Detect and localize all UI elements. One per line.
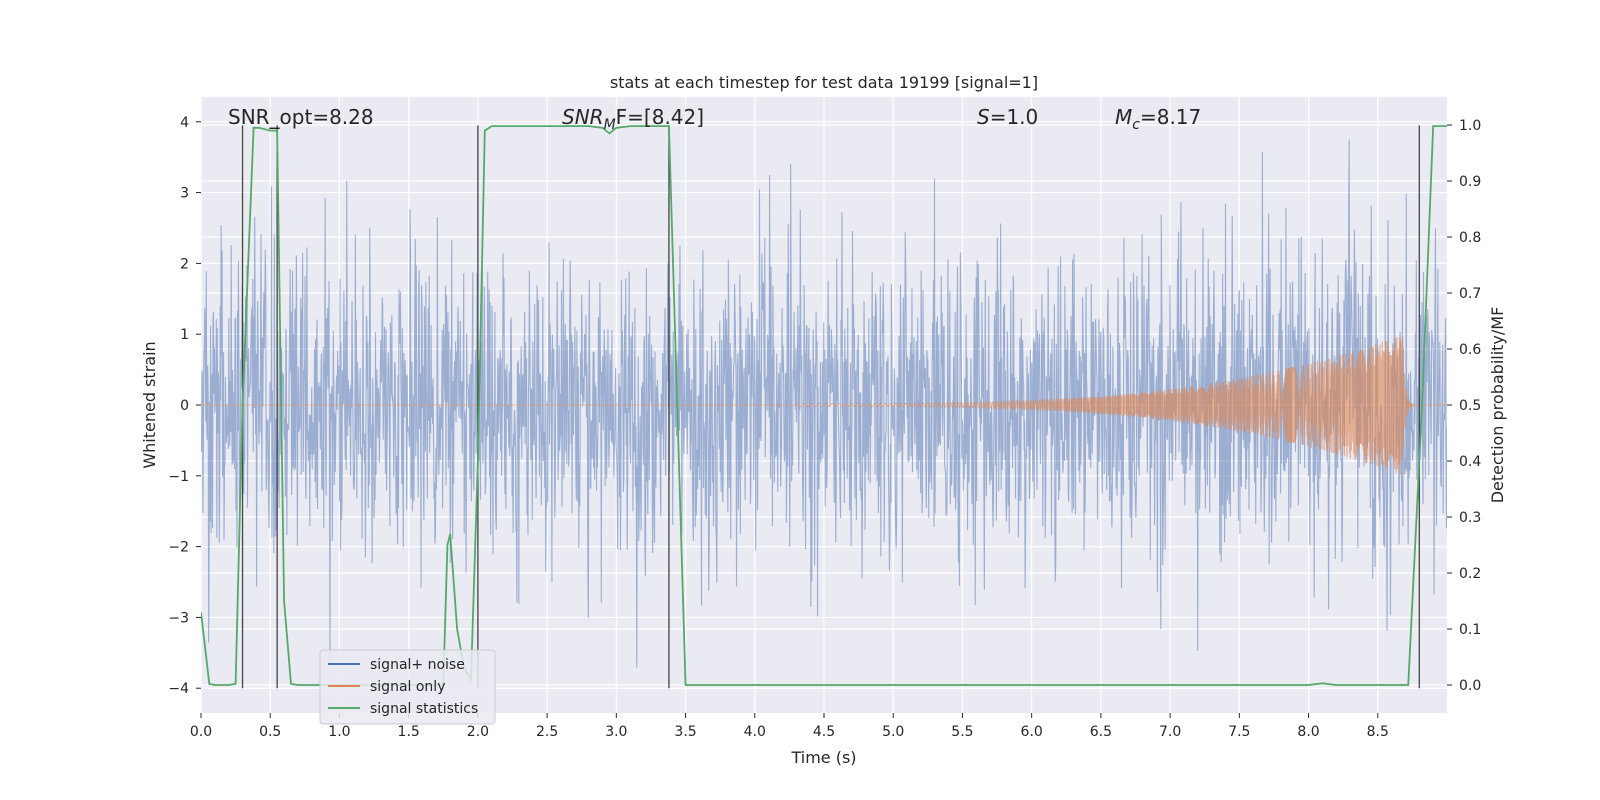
legend-label-signal-plus-noise: signal+ noise [370, 657, 465, 673]
legend-label-signal-only: signal only [370, 679, 445, 695]
x-tick-label: 1.5 [398, 724, 420, 740]
x-tick-label: 2.0 [467, 724, 489, 740]
y-tick-label: −2 [168, 540, 189, 556]
y2-tick-label: 0.9 [1459, 174, 1481, 190]
annotation-mc-rest: =8.17 [1140, 105, 1201, 129]
x-tick-label: 0.0 [190, 724, 212, 740]
x-tick-label: 6.0 [1021, 724, 1043, 740]
annotation-s: S=1.0 [977, 105, 1038, 129]
y2-tick-label: 0.0 [1459, 678, 1481, 694]
x-tick-label: 5.5 [951, 724, 973, 740]
x-tick-label: 3.5 [674, 724, 696, 740]
series-signal-only [201, 336, 1447, 475]
series-signal-statistics [201, 125, 1447, 686]
legend-box [319, 649, 496, 725]
x-axis-ticks: 0.0 0.5 1.0 1.5 2.0 2.5 3.0 3.5 4.0 4.5 5.0 5.5 6.0 6… [190, 713, 1389, 740]
x-tick-label: 6.5 [1090, 724, 1112, 740]
y-tick-label: −4 [168, 681, 189, 697]
y2-axis-ticks: 0.0 0.1 0.2 0.3 0.4 0.5 0.6 0.7 0.8 0.9 1.0 [1447, 118, 1481, 694]
legend: signal+ noise signal only signal statist… [319, 649, 496, 725]
y-tick-label: −1 [168, 469, 189, 485]
y-axis-label: Whitened strain [140, 341, 159, 468]
x-axis-label: Time (s) [790, 748, 856, 767]
y2-axis-label: Detection probability/MF [1488, 307, 1507, 504]
annotation-snr-mf-rest: F=[8.42] [616, 105, 704, 129]
y2-tick-label: 1.0 [1459, 118, 1481, 134]
annotation-s-rest: =1.0 [990, 105, 1039, 129]
x-tick-label: 2.5 [536, 724, 558, 740]
y-tick-label: 0 [180, 398, 189, 414]
y2-tick-label: 0.3 [1459, 510, 1481, 526]
x-tick-label: 3.0 [605, 724, 627, 740]
annotation-mc-sub: c [1132, 117, 1140, 133]
annotation-snr-mf-base: SNR [562, 105, 604, 129]
series-signal-plus-noise [201, 139, 1447, 668]
y-tick-label: 2 [180, 256, 189, 272]
x-tick-label: 7.0 [1159, 724, 1181, 740]
x-tick-label: 7.5 [1228, 724, 1250, 740]
x-tick-label: 4.0 [744, 724, 766, 740]
annotation-snr-opt: SNR_opt=8.28 [228, 105, 374, 129]
annotation-mc: Mc=8.17 [1115, 105, 1201, 133]
annotation-snr-mf-sub: M [604, 117, 616, 133]
annotation-s-italic: S [977, 105, 990, 129]
y2-tick-label: 0.7 [1459, 286, 1481, 302]
x-tick-label: 4.5 [813, 724, 835, 740]
annotation-mc-base: M [1115, 105, 1132, 129]
y-axis-ticks: −4 −3 −2 −1 0 1 2 3 4 [168, 115, 201, 697]
y2-tick-label: 0.5 [1459, 398, 1481, 414]
y-tick-label: 4 [180, 115, 189, 131]
chart-title: stats at each timestep for test data 191… [610, 73, 1038, 92]
vertical-markers [241, 125, 1420, 689]
x-tick-label: 5.0 [882, 724, 904, 740]
y2-tick-label: 0.8 [1459, 230, 1481, 246]
x-tick-label: 1.0 [328, 724, 350, 740]
legend-label-signal-statistics: signal statistics [370, 701, 478, 717]
y2-tick-label: 0.6 [1459, 342, 1481, 358]
y2-tick-label: 0.4 [1459, 454, 1481, 470]
y-tick-label: 3 [180, 186, 189, 202]
y-tick-label: −3 [168, 610, 189, 626]
x-tick-label: 8.0 [1297, 724, 1319, 740]
x-tick-label: 8.5 [1367, 724, 1389, 740]
y-tick-label: 1 [180, 327, 189, 343]
y2-tick-label: 0.2 [1459, 566, 1481, 582]
y2-tick-label: 0.1 [1459, 622, 1481, 638]
annotation-snr-mf: SNRMF=[8.42] [562, 105, 704, 133]
x-tick-label: 0.5 [259, 724, 281, 740]
